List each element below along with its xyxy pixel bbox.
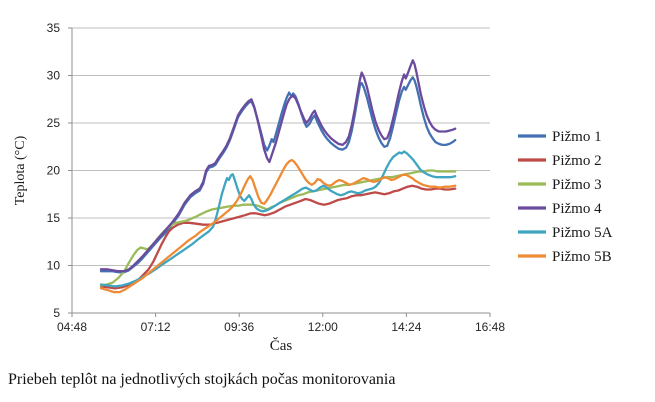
legend-item: Pižmo 3 — [518, 177, 602, 193]
svg-text:25: 25 — [47, 116, 61, 130]
svg-text:5: 5 — [53, 306, 60, 320]
series-line-6 — [99, 158, 457, 294]
legend-item: Pižmo 5A — [518, 225, 613, 241]
legend: Pižmo 1 Pižmo 2 Pižmo 3 Pižmo 4 Pižmo 5A Pižm… — [518, 129, 613, 265]
x-tick-labels: 04:48 07:12 09:36 12:00 14:24 16:48 — [57, 320, 505, 334]
legend-label: Pižmo 3 — [552, 177, 602, 193]
svg-text:20: 20 — [47, 164, 61, 178]
svg-text:35: 35 — [47, 21, 61, 35]
svg-text:12:00: 12:00 — [308, 320, 338, 334]
legend-item: Pižmo 4 — [518, 201, 602, 217]
legend-label: Pižmo 5B — [552, 249, 612, 265]
svg-text:15: 15 — [47, 211, 61, 225]
legend-item: Pižmo 5B — [518, 249, 612, 265]
figure-caption: Priebeh teplôt na jednotlivých stojkách … — [8, 371, 396, 388]
y-axis — [68, 27, 73, 314]
svg-text:04:48: 04:48 — [57, 320, 87, 334]
x-axis — [71, 312, 491, 317]
series-line-4 — [99, 59, 457, 273]
svg-text:09:36: 09:36 — [224, 320, 254, 334]
chart-svg: 5 10 15 20 25 30 35 04:48 07:12 09:36 12:00 14:24 16… — [13, 21, 613, 354]
x-axis-title: Čas — [270, 337, 293, 354]
svg-text:07:12: 07:12 — [141, 320, 171, 334]
legend-item: Pižmo 2 — [518, 153, 602, 169]
y-gridlines — [72, 27, 490, 266]
svg-text:30: 30 — [47, 69, 61, 83]
legend-label: Pižmo 5A — [552, 225, 613, 241]
y-axis-title: Teplota (°C) — [13, 135, 28, 205]
temperature-line-chart: 5 10 15 20 25 30 35 04:48 07:12 09:36 12:00 14:24 16… — [13, 21, 613, 354]
svg-text:16:48: 16:48 — [475, 320, 505, 334]
legend-item: Pižmo 1 — [518, 129, 602, 145]
series-line-5 — [99, 150, 457, 288]
legend-label: Pižmo 2 — [552, 153, 602, 169]
svg-text:14:24: 14:24 — [391, 320, 421, 334]
legend-label: Pižmo 1 — [552, 129, 602, 145]
legend-label: Pižmo 4 — [552, 201, 602, 217]
svg-text:10: 10 — [47, 259, 61, 273]
series-line-1 — [99, 76, 457, 274]
y-tick-labels: 5 10 15 20 25 30 35 — [47, 21, 61, 320]
series-line-2 — [99, 184, 457, 290]
